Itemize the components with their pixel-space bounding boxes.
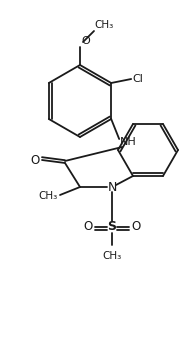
Text: CH₃: CH₃ <box>102 251 122 261</box>
Text: NH: NH <box>120 137 137 147</box>
Text: Cl: Cl <box>132 74 143 84</box>
Text: O: O <box>131 220 140 234</box>
Text: CH₃: CH₃ <box>94 20 113 30</box>
Text: CH₃: CH₃ <box>39 191 58 201</box>
Text: O: O <box>81 36 90 46</box>
Text: S: S <box>107 220 117 234</box>
Text: N: N <box>107 180 117 194</box>
Text: O: O <box>84 220 93 234</box>
Text: O: O <box>31 154 40 167</box>
